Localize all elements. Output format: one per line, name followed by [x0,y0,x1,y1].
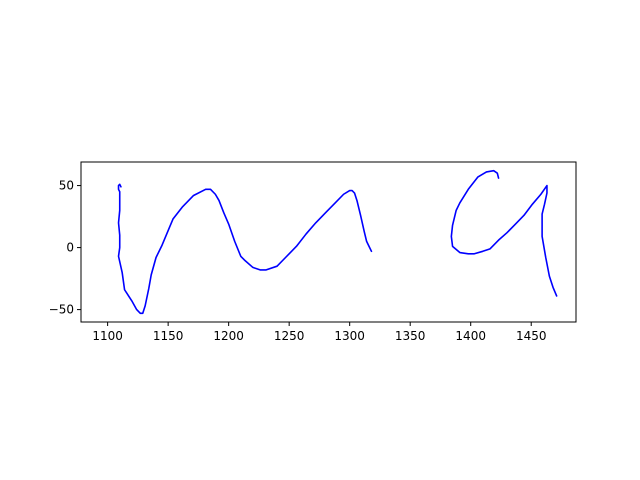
plot-area [117,169,558,315]
x-tick-label: 1400 [455,329,486,343]
x-tick-label: 1250 [274,329,305,343]
y-axis-ticks: −50 0 50 [49,179,81,317]
x-tick-label: 1450 [516,329,547,343]
x-tick-label: 1150 [153,329,184,343]
x-tick-label: 1100 [92,329,123,343]
x-tick-label: 1350 [395,329,426,343]
y-tick-label: 50 [59,179,74,193]
x-axis-ticks: 1100 1150 1200 1250 1300 1350 1400 1450 [92,322,546,343]
series-line-segment-1 [117,183,373,315]
x-tick-label: 1200 [213,329,244,343]
axes-frame [80,161,577,323]
series-line-segment-2 [450,169,558,297]
x-tick-label: 1300 [334,329,365,343]
y-tick-label: −50 [49,303,74,317]
y-tick-label: 0 [66,241,74,255]
